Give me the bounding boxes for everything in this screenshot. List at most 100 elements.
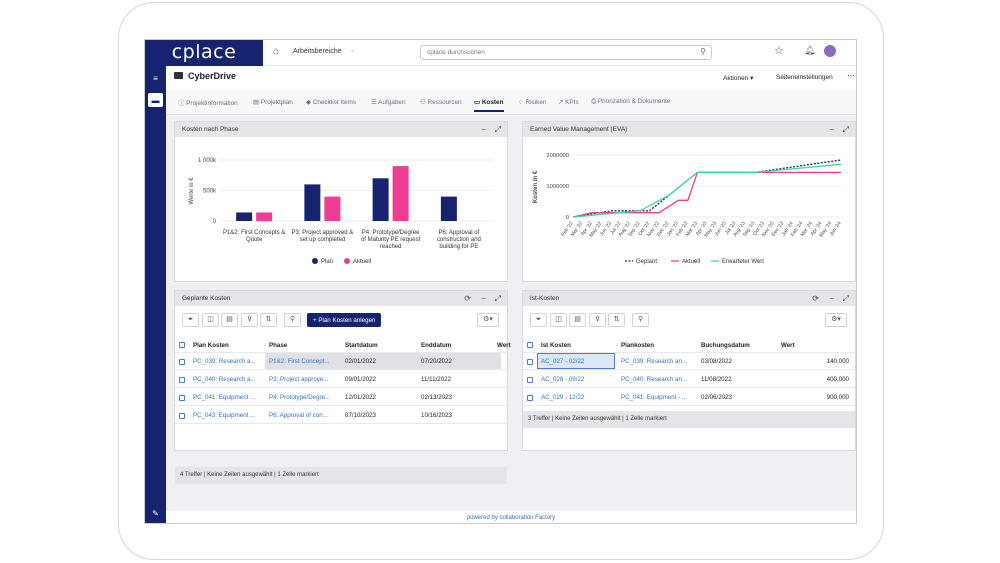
expand-icon[interactable]: ⤢ bbox=[494, 125, 501, 134]
row-checkbox[interactable] bbox=[527, 395, 533, 401]
minimize-icon[interactable]: − bbox=[829, 125, 834, 134]
table-cell: 02/06/2023 bbox=[701, 394, 732, 401]
table-cell: 07/10/2023 bbox=[345, 412, 376, 419]
tab-projektplan[interactable]: ▤ Projektplan bbox=[253, 99, 293, 106]
select-all-checkbox[interactable] bbox=[179, 342, 185, 348]
table-row[interactable]: PC_041: Equipment ... P4: Prototype/Degre… bbox=[175, 389, 507, 406]
folder-icon[interactable]: ▬ bbox=[148, 93, 163, 107]
table-row[interactable]: PC_039: Research a... P1&2: First Concept… bbox=[175, 353, 507, 370]
tab-bar: ⓘ Projektinformation ▤ Projektplan ◆ Che… bbox=[166, 90, 856, 115]
table-cell[interactable]: P4: Prototype/Degre... bbox=[269, 394, 331, 401]
table-cell[interactable]: AC_028 - 09/22 bbox=[541, 376, 585, 383]
table-footer: 4 Treffer | Keine Zeilen ausgewählt | 1 … bbox=[175, 467, 507, 484]
x-tick-label: set up completed bbox=[300, 237, 346, 243]
filter-icon[interactable]: ⏷ bbox=[182, 313, 199, 327]
table-cell[interactable]: AC_027 - 02/22 bbox=[541, 358, 585, 365]
page-settings-button[interactable]: Seiteneinstellungen bbox=[776, 74, 833, 81]
export-icon[interactable]: ▤ bbox=[569, 313, 586, 327]
minimize-icon[interactable]: − bbox=[481, 294, 486, 303]
tab-priorization-dokumente[interactable]: ⎙ Priorization & Dokumente bbox=[591, 98, 671, 105]
folder-icon bbox=[174, 72, 183, 79]
tab-aufgaben[interactable]: ☰ Aufgaben bbox=[371, 99, 406, 106]
table-cell[interactable]: PC_043: Equipment ... bbox=[193, 412, 256, 419]
row-checkbox[interactable] bbox=[179, 413, 185, 419]
table-cell: 140,000 bbox=[826, 358, 849, 365]
table-cell[interactable]: PC_041: Equipment - ... bbox=[621, 394, 688, 401]
columns-icon[interactable]: ◫ bbox=[202, 313, 219, 327]
expand-icon[interactable]: ⤢ bbox=[494, 294, 501, 303]
row-checkbox[interactable] bbox=[179, 359, 185, 365]
table-cell[interactable]: PC_039: Research a... bbox=[193, 358, 256, 365]
refresh-icon[interactable]: ⟳ bbox=[812, 294, 819, 303]
toolbar: ⏷ ◫ ▤ ⊽ ⇅ ⚲ ⚙▾ bbox=[523, 306, 855, 334]
table-cell: 02/13/2023 bbox=[421, 394, 452, 401]
sort-icon[interactable]: ⇅ bbox=[608, 313, 625, 327]
filter-clear-icon[interactable]: ⊽ bbox=[241, 313, 258, 327]
home-icon[interactable]: ⌂ bbox=[273, 46, 280, 57]
tab-ressourcen[interactable]: ⚇ Ressourcen bbox=[420, 99, 462, 106]
table-cell[interactable]: PC_040: Research a... bbox=[193, 376, 256, 383]
sort-icon[interactable]: ⇅ bbox=[260, 313, 277, 327]
menu-icon[interactable]: ≡ bbox=[153, 73, 158, 83]
tab-kpis[interactable]: ↗ KPIs bbox=[558, 99, 579, 106]
filter-clear-icon[interactable]: ⊽ bbox=[589, 313, 606, 327]
panel-header: Kosten nach Phase − ⤢ bbox=[175, 122, 507, 137]
table-cell[interactable]: P6: Approval of con... bbox=[269, 412, 328, 419]
tab-kosten[interactable]: ▭ Kosten bbox=[474, 98, 504, 112]
bar bbox=[256, 212, 273, 221]
star-icon[interactable]: ☆ bbox=[774, 45, 784, 57]
search-icon[interactable]: ⚲ bbox=[632, 313, 649, 327]
bell-icon[interactable]: 🔔︎ bbox=[804, 45, 816, 55]
chevron-down-icon[interactable]: ⌄ bbox=[350, 48, 356, 54]
table-row[interactable]: AC_028 - 09/22 PC_040: Research an... 11/0… bbox=[523, 371, 855, 388]
x-tick-label: of Maturity PE request bbox=[361, 237, 421, 243]
sidebar: ≡ ▬ ✎ bbox=[145, 66, 166, 523]
workspace-menu[interactable]: Arbeitsbereiche bbox=[293, 48, 342, 55]
search-icon[interactable]: ⚲ bbox=[284, 313, 301, 327]
table-cell[interactable]: AC_029 - 12/22 bbox=[541, 394, 585, 401]
columns-icon[interactable]: ◫ bbox=[550, 313, 567, 327]
tab-projektinformation[interactable]: ⓘ Projektinformation bbox=[178, 100, 238, 107]
table-row[interactable]: PC_040: Research a... P3: Project approve… bbox=[175, 371, 507, 388]
table-cell[interactable]: P1&2: First Concept... bbox=[269, 358, 330, 365]
select-all-checkbox[interactable] bbox=[527, 342, 533, 348]
table-row[interactable]: AC_029 - 12/22 PC_041: Equipment - ... 02/… bbox=[523, 389, 855, 406]
minimize-icon[interactable]: − bbox=[481, 125, 486, 134]
app-footer: powered by collaboration Factory bbox=[166, 511, 856, 523]
filter-icon[interactable]: ⏷ bbox=[530, 313, 547, 327]
tab-risiken[interactable]: ♢ Risiken bbox=[518, 99, 547, 106]
panel-header: Ist-Kosten ⟳ − ⤢ bbox=[523, 291, 855, 306]
row-checkbox[interactable] bbox=[527, 377, 533, 383]
add-plan-cost-button[interactable]: + Plan Kosten anlegen bbox=[307, 313, 382, 327]
export-icon[interactable]: ▤ bbox=[221, 313, 238, 327]
minimize-icon[interactable]: − bbox=[829, 294, 834, 303]
pin-icon[interactable]: ✎ bbox=[152, 508, 159, 518]
table-cell[interactable]: PC_040: Research an... bbox=[621, 376, 688, 383]
x-tick-label: P1&2: First Concepts & bbox=[223, 230, 285, 236]
row-checkbox[interactable] bbox=[179, 395, 185, 401]
costs-by-phase-panel: Kosten nach Phase − ⤢ 1 000k 500k 0 Werte i… bbox=[174, 121, 508, 282]
series-line bbox=[572, 163, 842, 218]
expand-icon[interactable]: ⤢ bbox=[842, 294, 849, 303]
settings-icon[interactable]: ⚙▾ bbox=[825, 313, 847, 327]
table-cell[interactable]: PC_039: Research an... bbox=[621, 358, 688, 365]
expand-icon[interactable]: ⤢ bbox=[842, 125, 849, 134]
tab-checklist-items[interactable]: ◆ Checklist Items bbox=[306, 99, 357, 106]
settings-icon[interactable]: ⚙▾ bbox=[477, 313, 499, 327]
refresh-icon[interactable]: ⟳ bbox=[464, 294, 471, 303]
bar bbox=[372, 178, 389, 221]
cplace-logo[interactable]: cplace bbox=[145, 40, 263, 66]
row-checkbox[interactable] bbox=[527, 359, 533, 365]
actions-menu[interactable]: Aktionen ▾ bbox=[723, 75, 754, 82]
more-icon[interactable]: ⋯ bbox=[847, 71, 855, 80]
row-checkbox[interactable] bbox=[179, 377, 185, 383]
y-tick-label: 1 000k bbox=[198, 158, 217, 164]
table-row[interactable]: AC_027 - 02/22 PC_039: Research an... 03/0… bbox=[523, 353, 855, 370]
avatar[interactable] bbox=[824, 45, 836, 57]
search-input[interactable]: cplace durchsuchen ⚲ bbox=[420, 45, 712, 60]
table-row[interactable]: PC_043: Equipment ... P6: Approval of con… bbox=[175, 407, 507, 424]
table-cell[interactable]: P3: Project approve... bbox=[269, 376, 329, 383]
table-cell[interactable]: PC_041: Equipment ... bbox=[193, 394, 256, 401]
app-screen: cplace ⌂ Arbeitsbereiche ⌄ cplace durchs… bbox=[144, 39, 857, 524]
search-icon[interactable]: ⚲ bbox=[700, 47, 706, 56]
